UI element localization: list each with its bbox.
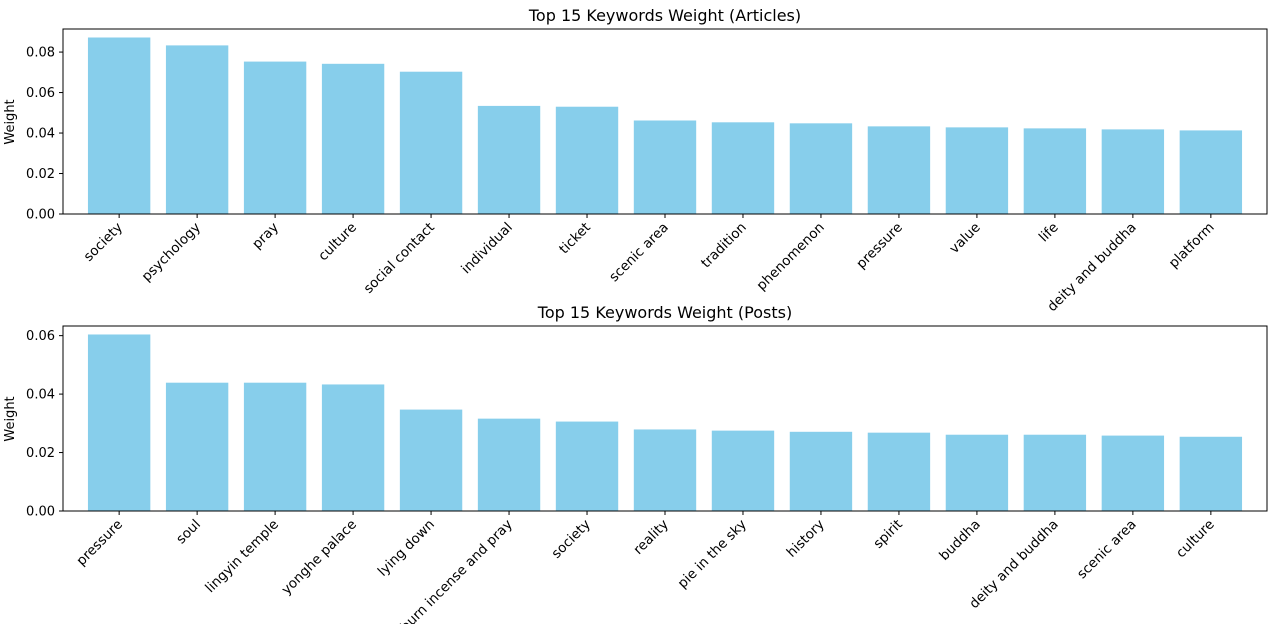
y-axis-label: Weight — [3, 99, 18, 144]
bar-individual — [477, 105, 541, 214]
bar-history — [789, 431, 853, 511]
bar-life — [1023, 128, 1087, 214]
bar-reality — [633, 429, 697, 511]
y-axis-ticks: 0.00 0.02 0.04 0.06 — [26, 329, 63, 520]
y-tick-label: 0.04 — [26, 127, 55, 142]
bar-pressure — [87, 334, 151, 511]
y-tick-label: 0.06 — [26, 329, 55, 344]
bar-ticket — [555, 106, 619, 214]
bar-platform — [1179, 130, 1243, 214]
chart-title: Top 15 Keywords Weight (Posts) — [537, 303, 792, 322]
bar-yonghe-palace — [321, 384, 385, 511]
plot-frame — [62, 28, 1268, 215]
plot-frame — [62, 325, 1268, 512]
bar-culture — [321, 63, 385, 215]
bar-deity-and-buddha — [1101, 129, 1165, 214]
bar-deity-and-buddha — [1023, 434, 1087, 511]
bar-scenic-area — [633, 120, 697, 214]
bar-pray — [243, 61, 307, 215]
y-axis-label: Weight — [3, 396, 18, 441]
y-tick-label: 0.02 — [26, 446, 55, 461]
bar-society — [87, 37, 151, 214]
bar-soul — [165, 382, 229, 511]
y-axis-ticks: 0.00 0.02 0.04 0.06 0.08 — [26, 46, 63, 223]
y-tick-label: 0.00 — [26, 208, 55, 223]
y-tick-label: 0.06 — [26, 86, 55, 101]
bar-pie-in-the-sky — [711, 430, 775, 511]
bar-social-contact — [399, 71, 463, 215]
bar-psychology — [165, 45, 229, 214]
chart-title: Top 15 Keywords Weight (Articles) — [528, 6, 801, 25]
bar-tradition — [711, 122, 775, 214]
bar-phenomenon — [789, 123, 853, 214]
bar-lying-down — [399, 409, 463, 511]
y-tick-label: 0.02 — [26, 167, 55, 182]
bar-spirit — [867, 432, 931, 511]
bar-society — [555, 421, 619, 511]
bar-group — [87, 334, 1243, 511]
y-tick-label: 0.08 — [26, 46, 55, 61]
bar-buddha — [945, 434, 1009, 511]
bar-value — [945, 127, 1009, 214]
bar-burn-incense-and-pray — [477, 418, 541, 511]
y-tick-label: 0.04 — [26, 388, 55, 403]
bar-culture — [1179, 436, 1243, 511]
bar-lingyin-temple — [243, 382, 307, 511]
bar-pressure — [867, 126, 931, 214]
bar-group — [87, 37, 1243, 215]
bar-scenic-area — [1101, 435, 1165, 511]
y-tick-label: 0.00 — [26, 505, 55, 520]
